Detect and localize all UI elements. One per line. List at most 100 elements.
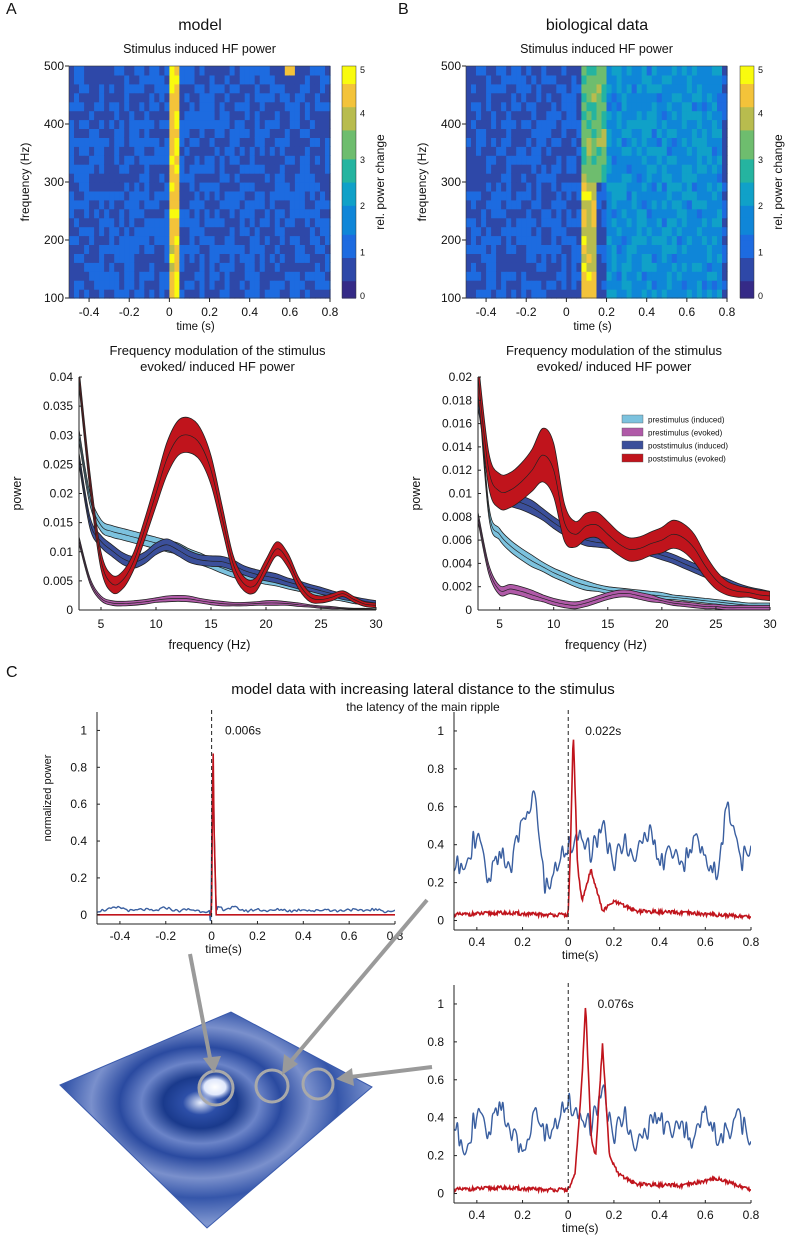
heatmap-cell bbox=[284, 155, 291, 165]
heatmap-cell bbox=[79, 244, 85, 254]
heatmap-cell bbox=[511, 66, 517, 76]
heatmap-cell bbox=[159, 83, 165, 94]
heatmap-cell bbox=[264, 182, 271, 192]
heatmap-cell bbox=[189, 226, 196, 237]
colorbar-segment bbox=[342, 199, 356, 206]
heatmap-cell bbox=[294, 92, 301, 103]
heatmap-cell bbox=[314, 199, 321, 210]
heatmap-cell bbox=[626, 271, 633, 281]
heatmap-cell bbox=[209, 146, 216, 156]
heatmap-cell bbox=[224, 226, 231, 237]
heatmap-cell bbox=[129, 235, 135, 245]
heatmap-cell bbox=[174, 164, 180, 174]
heatmap-cell bbox=[561, 173, 567, 183]
heatmap-cell bbox=[561, 289, 567, 299]
heatmap-cell bbox=[214, 83, 221, 94]
heatmap-cell bbox=[711, 199, 718, 210]
colorbar-segment bbox=[740, 187, 754, 195]
heatmap-cell bbox=[666, 199, 673, 210]
heatmap-cell bbox=[471, 199, 477, 210]
panel-letter-c: C bbox=[6, 664, 18, 681]
heatmap-cell bbox=[546, 173, 552, 183]
heatmap-cell bbox=[234, 289, 241, 299]
heatmap-cell bbox=[701, 74, 708, 85]
heatmap-cell bbox=[119, 110, 125, 121]
heatmap-cell bbox=[481, 164, 487, 174]
heatmap-cell bbox=[164, 182, 170, 192]
heatmap-cell bbox=[119, 164, 125, 174]
heatmap-cell bbox=[541, 182, 547, 192]
heatmap-cell bbox=[621, 173, 628, 183]
heatmap-cell bbox=[149, 137, 155, 147]
heatmap-cell bbox=[476, 280, 482, 290]
heatmap-cell bbox=[696, 262, 703, 272]
heatmap-cell bbox=[646, 155, 653, 165]
heatmap-cell bbox=[511, 110, 517, 121]
heatmap-cell bbox=[284, 66, 291, 76]
heatmap-cell bbox=[606, 128, 613, 138]
heatmap-cell bbox=[586, 182, 593, 192]
heatmap-cell bbox=[536, 92, 542, 103]
colorbar-frame bbox=[739, 65, 755, 299]
heatmap-cell bbox=[254, 155, 261, 165]
heatmap-cell bbox=[676, 66, 683, 76]
heatmap-cell bbox=[89, 137, 95, 147]
heatmap-cell bbox=[104, 110, 110, 121]
heatmap-cell bbox=[506, 173, 512, 183]
heatmap-cell bbox=[325, 190, 331, 201]
heatmap-cell bbox=[159, 208, 165, 219]
heatmap-cell bbox=[651, 217, 658, 228]
heatmap-cell bbox=[184, 74, 190, 85]
heatmap-cell bbox=[244, 271, 251, 281]
heatmap-cell bbox=[471, 244, 477, 254]
heatmap-cell bbox=[134, 271, 140, 281]
heatmap-cell bbox=[516, 92, 522, 103]
colorbar-segment bbox=[342, 129, 356, 137]
heatmap-cell bbox=[531, 66, 537, 76]
heatmap-cell bbox=[611, 262, 618, 272]
heatmap-cell bbox=[486, 182, 492, 192]
heatmap-cell bbox=[691, 74, 698, 85]
heatmap-cell bbox=[516, 155, 522, 165]
y-tick-label: 0.01 bbox=[50, 545, 74, 559]
heatmap-cell bbox=[69, 217, 75, 228]
heatmap-cell bbox=[541, 235, 547, 245]
heatmap-cell bbox=[466, 271, 472, 281]
heatmap-cell bbox=[661, 137, 668, 147]
colorbar-segment bbox=[342, 118, 356, 125]
heatmap-cell bbox=[159, 101, 165, 112]
heatmap-cell bbox=[259, 280, 266, 290]
heatmap-cell bbox=[239, 253, 246, 263]
heatmap-cell bbox=[89, 119, 95, 129]
heatmap-cell bbox=[481, 244, 487, 254]
heatmap-cell bbox=[304, 128, 311, 138]
heatmap-cell bbox=[581, 262, 587, 272]
heatmap-cell bbox=[124, 226, 130, 237]
heatmap-cell bbox=[99, 262, 105, 272]
heatmap-cell bbox=[641, 173, 648, 183]
heatmap-cell bbox=[79, 226, 85, 237]
heatmap-cell bbox=[546, 262, 552, 272]
heatmap-cell bbox=[711, 190, 718, 201]
heatmap-cell bbox=[109, 164, 115, 174]
heatmap-cell bbox=[561, 155, 567, 165]
heatmap-cell bbox=[114, 173, 120, 183]
heatmap-cell bbox=[646, 253, 653, 263]
heatmap-cell bbox=[294, 262, 301, 272]
heatmap-cell bbox=[144, 217, 150, 228]
heatmap-cell bbox=[696, 83, 703, 94]
legend-label: poststimulus (evoked) bbox=[648, 455, 726, 464]
heatmap-cell bbox=[546, 199, 552, 210]
heatmap-cell bbox=[506, 190, 512, 201]
heatmap-cell bbox=[264, 280, 271, 290]
heatmap-cell bbox=[124, 155, 130, 165]
heatmap-cell bbox=[184, 190, 190, 201]
heatmap-cell bbox=[69, 83, 75, 94]
heatmap-cell bbox=[701, 155, 708, 165]
heatmap-cell bbox=[476, 253, 482, 263]
heatmap-cell bbox=[546, 235, 552, 245]
heatmap-cell bbox=[551, 101, 557, 112]
heatmap-cell bbox=[254, 66, 261, 76]
heatmap-cell bbox=[204, 262, 211, 272]
heatmap-cell bbox=[169, 289, 175, 299]
